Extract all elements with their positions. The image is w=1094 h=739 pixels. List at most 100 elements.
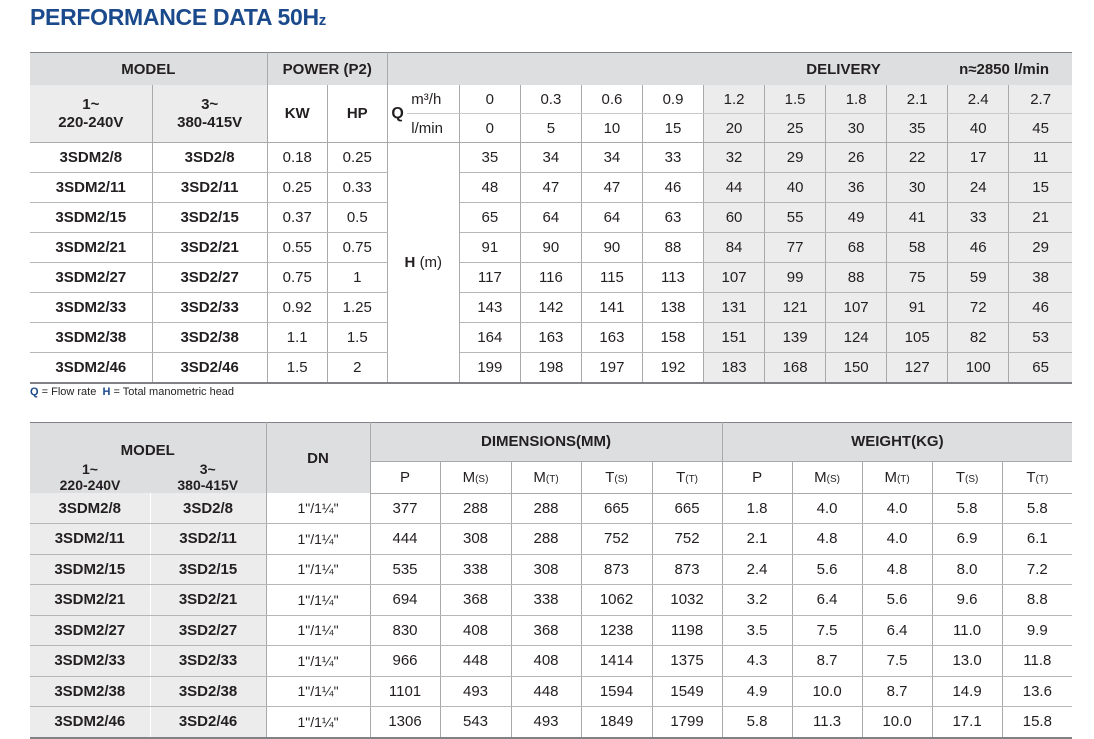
head-value: 72	[947, 292, 1010, 323]
head-value: 121	[764, 292, 827, 323]
flow-lmin-1: 5	[520, 113, 582, 143]
dimension-value: 535	[370, 554, 441, 585]
head-value: 44	[703, 172, 766, 203]
head-value: 65	[1008, 352, 1072, 384]
head-value: 90	[581, 232, 643, 263]
head-value: 64	[581, 202, 643, 233]
weight-value: 10.0	[862, 706, 933, 738]
dim-subcol-main: T	[605, 468, 615, 486]
head-value: 46	[947, 232, 1010, 263]
weight-subcol-main: M	[814, 468, 827, 486]
weight-value: 8.8	[1002, 584, 1073, 616]
head-value: 143	[459, 292, 521, 323]
head-value: 29	[764, 142, 827, 173]
dim-subcol-main: M	[533, 468, 546, 486]
dimension-value: 368	[511, 615, 582, 646]
perf-col-1ph-phase: 1~	[82, 95, 100, 113]
head-value: 21	[1008, 202, 1072, 233]
legend: Q = Flow rate H = Total manometric head	[30, 386, 234, 398]
head-value: 127	[886, 352, 949, 384]
weight-value: 5.6	[862, 584, 933, 616]
perf-col-3ph-volt: 380-415V	[177, 113, 243, 131]
flow-m3h-2: 0.6	[581, 85, 643, 114]
flow-m3h-5: 1.5	[764, 85, 827, 114]
head-value: 49	[825, 202, 888, 233]
weight-subcol-sub: (T)	[896, 473, 910, 485]
legend-h-text: = Total manometric head	[113, 386, 235, 398]
perf-header-delivery: DELIVERY n≈2850 l/min	[387, 52, 1072, 85]
head-value: 77	[764, 232, 827, 263]
dim-col-3ph-phase: 3~	[199, 461, 216, 477]
table-row: 3SDM2/15 3SD2/15 0.37 0.5 65 64 64 63 60 55 49 41 33…	[30, 202, 1072, 233]
page-title: PERFORMANCE DATA 50Hz	[30, 4, 326, 31]
head-value: 29	[1008, 232, 1072, 263]
head-label-cell: H (m)	[387, 142, 460, 383]
weight-value: 11.0	[932, 615, 1003, 646]
table-row: 3SDM2/46 3SD2/46 1"/1¼" 1306 543 493 1849 1799 5…	[30, 706, 1073, 738]
table-row: 3SDM2/38 3SD2/38 1.1 1.5 164 163 163 158 151 139 1…	[30, 322, 1072, 353]
head-value: 163	[520, 322, 582, 353]
model-1ph: 3SDM2/38	[30, 322, 153, 353]
model-1ph: 3SDM2/27	[30, 262, 153, 293]
head-value: 32	[703, 142, 766, 173]
flow-lmin-7: 35	[886, 113, 949, 143]
dimension-value: 873	[581, 554, 653, 585]
dn-value: 1"/1¼"	[265, 493, 371, 524]
weight-subcol-main: T	[955, 468, 965, 486]
head-value: 26	[825, 142, 888, 173]
dim-col-3ph: 3~ 380-415V	[150, 461, 267, 493]
dim-col-1ph: 1~ 220-240V	[30, 461, 150, 493]
head-value: 53	[1008, 322, 1072, 353]
dim-subcol: M(S)	[440, 460, 512, 494]
model-1ph: 3SDM2/33	[30, 645, 151, 677]
weight-value: 6.9	[932, 523, 1003, 555]
model-1ph: 3SDM2/11	[30, 523, 151, 555]
dimension-value: 752	[581, 523, 653, 555]
model-1ph: 3SDM2/46	[30, 706, 151, 738]
dimensions-table: MODEL DN DIMENSIONS(MM) WEIGHT(KG) 1~ 22…	[30, 422, 1073, 739]
head-value: 22	[886, 142, 949, 173]
head-value: 46	[642, 172, 705, 203]
flow-m3h-3: 0.9	[642, 85, 705, 114]
weight-value: 14.9	[932, 676, 1003, 707]
model-3ph: 3SD2/27	[150, 615, 267, 646]
table-row: 3SDM2/15 3SD2/15 1"/1¼" 535 338 308 873 873 2.4 5…	[30, 554, 1073, 585]
head-value: 33	[642, 142, 705, 173]
head-value: 40	[764, 172, 827, 203]
power-hp: 1.5	[327, 322, 388, 353]
head-value: 150	[825, 352, 888, 384]
head-value: 46	[1008, 292, 1072, 323]
perf-col-3ph: 3~ 380-415V	[152, 85, 268, 143]
dimension-value: 1549	[652, 676, 723, 707]
head-value: 99	[764, 262, 827, 293]
power-kw: 0.25	[267, 172, 328, 203]
flow-m3h-1: 0.3	[520, 85, 582, 114]
dimension-value: 1062	[581, 584, 653, 616]
head-h-label: H	[404, 254, 416, 271]
model-3ph: 3SD2/21	[152, 232, 268, 263]
head-value: 58	[886, 232, 949, 263]
weight-value: 2.1	[722, 523, 793, 555]
weight-value: 5.8	[1002, 493, 1073, 524]
power-hp: 0.25	[327, 142, 388, 173]
flow-lmin-5: 25	[764, 113, 827, 143]
weight-value: 11.8	[1002, 645, 1073, 677]
dn-value: 1"/1¼"	[265, 523, 371, 555]
flow-m3h-9: 2.7	[1008, 85, 1072, 114]
model-3ph: 3SD2/8	[152, 142, 268, 173]
dim-subcol: T(T)	[652, 460, 723, 494]
model-3ph: 3SD2/15	[150, 554, 267, 585]
head-unit: (m)	[419, 254, 443, 271]
head-value: 192	[642, 352, 705, 384]
head-value: 138	[642, 292, 705, 323]
weight-value: 13.0	[932, 645, 1003, 677]
head-value: 30	[886, 172, 949, 203]
dim-col-1ph-volt: 220-240V	[59, 477, 121, 493]
weight-value: 5.6	[792, 554, 863, 585]
weight-subcol: T(S)	[932, 460, 1003, 494]
model-1ph: 3SDM2/21	[30, 584, 151, 616]
head-value: 90	[520, 232, 582, 263]
dimensions-rows: 3SDM2/8 3SD2/8 1"/1¼" 377 288 288 665 665 1.8 4.0…	[30, 493, 1073, 738]
power-kw: 1.1	[267, 322, 328, 353]
table-row: 3SDM2/33 3SD2/33 1"/1¼" 966 448 408 1414 1375 4.…	[30, 645, 1073, 677]
